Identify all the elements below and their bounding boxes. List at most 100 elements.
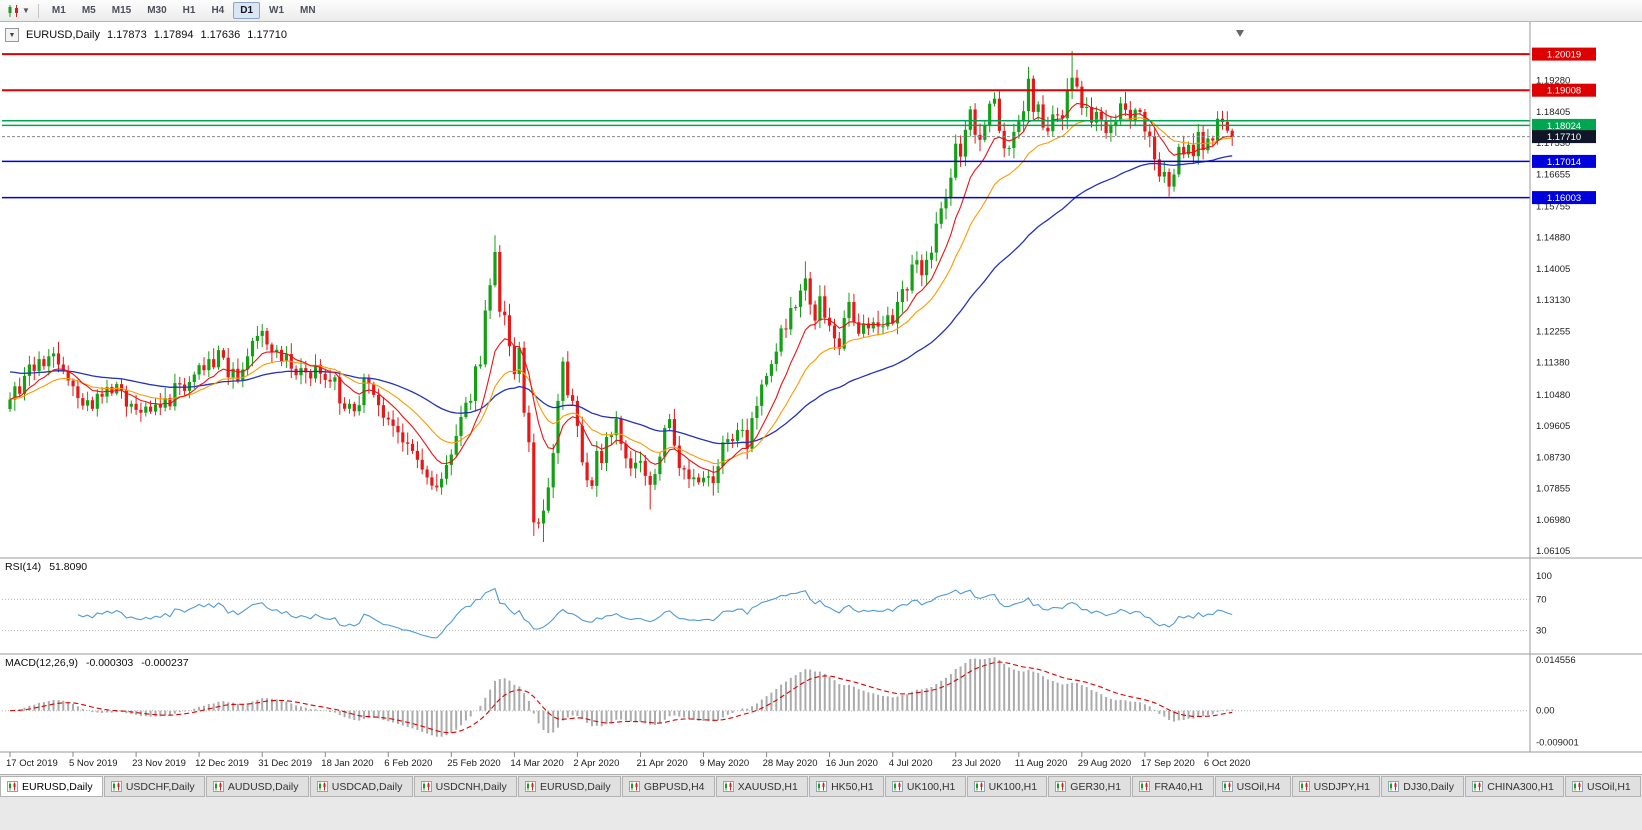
timeframe-button-m15[interactable]: M15 [111,5,132,16]
svg-text:70: 70 [1536,594,1547,605]
svg-text:-0.009001: -0.009001 [1536,738,1579,749]
tab-label: USDCNH,Daily [435,780,507,793]
chart-tab-usdcad-daily[interactable]: USDCAD,Daily [309,776,413,797]
svg-text:1.19280: 1.19280 [1536,76,1570,87]
tab-label: USOil,H4 [1236,780,1281,793]
tab-label: USOil,H1 [1587,780,1631,793]
chevron-down-icon[interactable]: ▼ [22,6,30,15]
chart-tab-gbpusd-h4[interactable]: GBPUSD,H4 [621,776,715,797]
tab-chart-icon [7,781,18,792]
tab-chart-icon [973,781,985,792]
svg-text:1.11380: 1.11380 [1536,358,1570,369]
timeframe-button-h1[interactable]: H1 [182,5,196,16]
chart-shift-marker[interactable] [1236,30,1244,37]
chart-tab-dj30-daily[interactable]: DJ30,Daily [1381,776,1465,797]
chart-symbol-label: EURUSD,Daily [26,29,100,41]
tab-label: HK50,H1 [831,780,874,793]
svg-text:31 Dec 2019: 31 Dec 2019 [258,758,312,769]
price-chart-canvas[interactable]: 1.19280 1.18405 1.17530 1.16655 1.15755 1.148… [0,22,1642,774]
svg-text:1.13130: 1.13130 [1536,295,1570,306]
svg-text:1.18024: 1.18024 [1547,121,1581,132]
tab-label: USDCAD,Daily [331,780,403,793]
chart-tab-usdjpy-h1[interactable]: USDJPY,H1 [1291,776,1381,797]
candlestick-series [8,50,1234,542]
tab-chart-icon [524,781,536,792]
macd-pane-header: MACD(12,26,9) -0.000303 -0.000237 [5,657,189,669]
svg-text:2 Apr 2020: 2 Apr 2020 [573,758,619,769]
svg-text:9 May 2020: 9 May 2020 [700,758,750,769]
chart-tab-audusd-daily[interactable]: AUDUSD,Daily [205,776,309,797]
chart-tab-eurusd-daily[interactable]: EURUSD,Daily [517,776,621,797]
tab-chart-icon [1472,781,1484,792]
price-level-label [1532,118,1596,132]
timeframe-toolbar: ▼ M1 M5 M15 M30 H1 H4 D1 W1 MN [0,0,1642,22]
tab-label: GBPUSD,H4 [643,780,705,793]
chart-tab-hk50-h1[interactable]: HK50,H1 [809,776,884,797]
chart-tab-china300-h1[interactable]: CHINA300,H1 [1465,776,1565,797]
chart-tab-eurusd-daily[interactable]: EURUSD,Daily [0,776,103,797]
svg-text:5 Nov 2019: 5 Nov 2019 [69,758,118,769]
svg-text:30: 30 [1536,626,1547,637]
chart-tab-usdcnh-daily[interactable]: USDCNH,Daily [413,776,517,797]
chart-tab-ger30-h1[interactable]: GER30,H1 [1048,776,1132,797]
svg-text:6 Feb 2020: 6 Feb 2020 [384,758,432,769]
timeframe-button-m5[interactable]: M5 [81,5,96,16]
macd-signal-line [9,661,1233,734]
svg-text:1.08730: 1.08730 [1536,452,1570,463]
macd-histogram [13,657,1234,737]
ohlc-open-value: 1.17873 [106,29,147,41]
svg-text:1.17710: 1.17710 [1547,132,1581,143]
ma-medium-line[interactable] [9,117,1233,465]
svg-text:1.06105: 1.06105 [1536,546,1570,557]
chart-tab-uk100-h1[interactable]: UK100,H1 [884,776,966,797]
timeframe-button-w1[interactable]: W1 [269,5,285,16]
rsi-line [77,587,1233,639]
svg-text:1.16655: 1.16655 [1536,169,1570,180]
tab-label: UK100,H1 [906,780,956,793]
ohlc-close-value: 1.17710 [247,29,288,41]
timeframe-button-mn[interactable]: MN [300,5,316,16]
timeframe-button-m30[interactable]: M30 [147,5,167,16]
svg-text:100: 100 [1536,571,1552,582]
tab-label: FRA40,H1 [1154,780,1204,793]
svg-text:21 Apr 2020: 21 Apr 2020 [637,758,688,769]
timeframe-button-h4[interactable]: H4 [211,5,225,16]
chart-tab-usoil-h4[interactable]: USOil,H4 [1214,776,1291,797]
chart-tab-uk100-h1[interactable]: UK100,H1 [966,776,1048,797]
tab-chart-icon [1221,781,1233,792]
macd-title: MACD(12,26,9) [5,657,78,669]
chart-window: 1.19280 1.18405 1.17530 1.16655 1.15755 1.148… [0,22,1642,774]
ohlc-high-value: 1.17894 [153,29,194,41]
collapse-toggle-icon[interactable]: ▼ [5,28,19,42]
time-axis[interactable]: 17 Oct 2019 5 Nov 2019 23 Nov 2019 12 Dec 2… [6,752,1250,769]
ma-slow-line[interactable] [9,155,1233,445]
candlestick-chart-icon[interactable] [4,3,22,19]
tab-chart-icon [628,781,640,792]
chart-tab-usoil-h1[interactable]: USOil,H1 [1565,776,1642,797]
chart-tab-xauusd-h1[interactable]: XAUUSD,H1 [715,776,809,797]
tab-chart-icon [1055,781,1067,792]
svg-text:1.10480: 1.10480 [1536,390,1570,401]
tab-chart-icon [1139,781,1151,792]
price-axis[interactable]: 1.19280 1.18405 1.17530 1.16655 1.15755 1.148… [1532,47,1596,749]
timeframe-button-m1[interactable]: M1 [51,5,66,16]
chart-tab-usdchf-daily[interactable]: USDCHF,Daily [103,776,205,797]
macd-main-value: -0.000303 [85,657,134,669]
price-level-label [1532,154,1596,168]
svg-text:0.014556: 0.014556 [1536,655,1576,666]
tab-chart-icon [1388,781,1400,792]
svg-text:1.07855: 1.07855 [1536,484,1570,495]
tab-chart-icon [212,781,224,792]
svg-text:28 May 2020: 28 May 2020 [763,758,818,769]
timeframe-button-d1[interactable]: D1 [233,2,261,19]
svg-text:1.12255: 1.12255 [1536,326,1570,337]
svg-text:1.17530: 1.17530 [1536,138,1570,149]
svg-text:29 Aug 2020: 29 Aug 2020 [1078,758,1131,769]
tab-chart-icon [891,781,903,792]
ma-fast-line[interactable] [9,102,1233,473]
svg-text:23 Nov 2019: 23 Nov 2019 [132,758,186,769]
tab-chart-icon [816,781,828,792]
svg-text:17 Sep 2020: 17 Sep 2020 [1141,758,1195,769]
chart-tab-fra40-h1[interactable]: FRA40,H1 [1132,776,1214,797]
